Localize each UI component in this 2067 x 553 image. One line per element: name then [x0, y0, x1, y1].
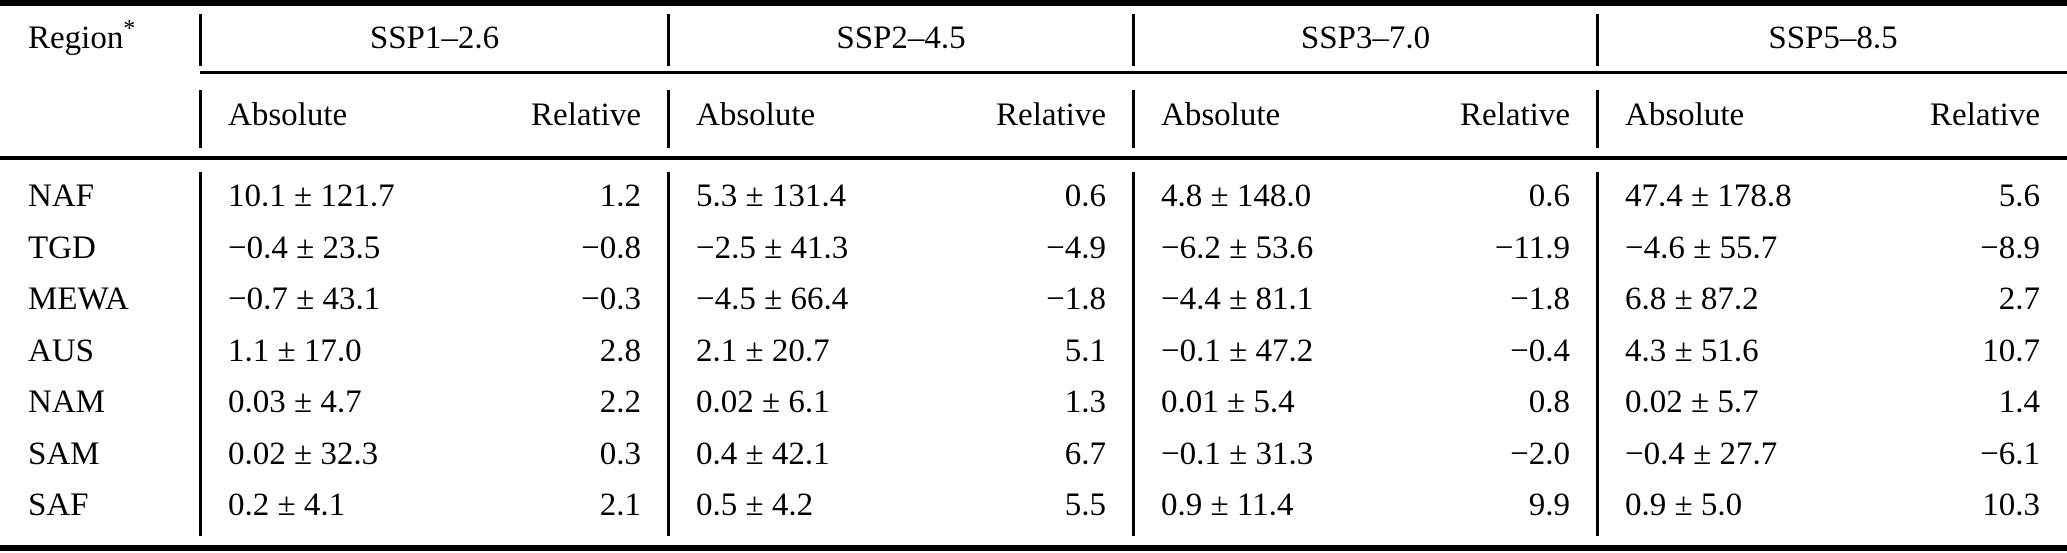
column-separator	[1132, 90, 1135, 148]
table-cell: −0.4	[1510, 333, 1570, 369]
table-cell: 10.1 ± 121.7	[228, 178, 395, 214]
table-cell: 2.1	[599, 487, 641, 523]
column-separator	[1596, 14, 1599, 66]
table-cell: −11.9	[1494, 230, 1570, 266]
table-cell: 47.4 ± 178.8	[1625, 178, 1792, 214]
table-cell: 5.5	[1064, 487, 1106, 523]
table-cell: −4.6 ± 55.7	[1625, 230, 1778, 266]
column-separator	[199, 14, 202, 66]
region-label: NAF	[28, 178, 95, 214]
table-cell: 0.02 ± 5.7	[1625, 384, 1759, 420]
table-bottom-rule	[0, 545, 2067, 551]
column-separator	[667, 14, 670, 66]
absolute-column-header: Absolute	[228, 97, 348, 133]
region-label: SAM	[28, 436, 100, 472]
table-cell: 0.02 ± 32.3	[228, 436, 379, 472]
table-cell: −6.1	[1980, 436, 2040, 472]
region-column-header: Region*	[28, 16, 135, 60]
table-cell: −0.7 ± 43.1	[228, 281, 381, 317]
table-cell: 4.8 ± 148.0	[1161, 178, 1312, 214]
table-cell: 0.01 ± 5.4	[1161, 384, 1295, 420]
scenario-header-ssp1: SSP1–2.6	[369, 20, 500, 56]
table-cell: 0.6	[1528, 178, 1570, 214]
table-cell: −1.8	[1510, 281, 1570, 317]
table-cell: 5.1	[1064, 333, 1106, 369]
table-cell: −2.0	[1510, 436, 1570, 472]
column-separator	[1132, 172, 1135, 536]
column-separator	[1132, 14, 1135, 66]
table-cell: 0.3	[599, 436, 641, 472]
table-cell: −6.2 ± 53.6	[1161, 230, 1314, 266]
table-cell: −1.8	[1046, 281, 1106, 317]
relative-column-header: Relative	[1930, 97, 2040, 133]
table-cell: 0.8	[1528, 384, 1570, 420]
relative-column-header: Relative	[996, 97, 1106, 133]
scenario-header-underline-rule	[200, 71, 2067, 74]
table-cell: −0.1 ± 31.3	[1161, 436, 1314, 472]
scenario-header-ssp2: SSP2–4.5	[836, 20, 966, 56]
table-top-rule	[0, 0, 2067, 6]
column-separator	[199, 90, 202, 148]
relative-column-header: Relative	[1460, 97, 1570, 133]
scenario-header-ssp3: SSP3–7.0	[1300, 20, 1431, 56]
table-cell: 0.2 ± 4.1	[228, 487, 346, 523]
table-cell: 5.6	[1998, 178, 2040, 214]
table-cell: 0.5 ± 4.2	[696, 487, 814, 523]
table-cell: −0.8	[581, 230, 641, 266]
table-cell: 2.7	[1998, 281, 2040, 317]
region-label: AUS	[28, 333, 95, 369]
table-cell: 2.8	[599, 333, 641, 369]
table-cell: 0.6	[1064, 178, 1106, 214]
table-cell: 2.1 ± 20.7	[696, 333, 830, 369]
region-label: TGD	[28, 230, 96, 266]
table-cell: 4.3 ± 51.6	[1625, 333, 1759, 369]
column-separator	[1596, 90, 1599, 148]
relative-column-header: Relative	[531, 97, 641, 133]
table-cell: 2.2	[599, 384, 641, 420]
table-cell: 6.7	[1064, 436, 1106, 472]
column-separator	[1596, 172, 1599, 536]
region-label: MEWA	[28, 281, 129, 317]
scenario-header-ssp5: SSP5–8.5	[1768, 20, 1898, 56]
table-cell: 10.7	[1982, 333, 2040, 369]
column-separator	[667, 90, 670, 148]
table-cell: −0.4 ± 27.7	[1625, 436, 1778, 472]
column-separator	[667, 172, 670, 536]
table-cell: −8.9	[1980, 230, 2040, 266]
table-cell: 1.3	[1064, 384, 1106, 420]
region-header-label: Region	[28, 20, 124, 56]
absolute-column-header: Absolute	[696, 97, 816, 133]
table-cell: −4.4 ± 81.1	[1161, 281, 1314, 317]
column-separator	[199, 172, 202, 536]
table-cell: −2.5 ± 41.3	[696, 230, 849, 266]
table-cell: −4.9	[1046, 230, 1106, 266]
table-cell: 6.8 ± 87.2	[1625, 281, 1759, 317]
table-cell: 0.4 ± 42.1	[696, 436, 830, 472]
table-cell: 5.3 ± 131.4	[696, 178, 847, 214]
table-cell: −0.1 ± 47.2	[1161, 333, 1314, 369]
table-cell: −4.5 ± 66.4	[696, 281, 849, 317]
table-cell: −0.3	[581, 281, 641, 317]
table-cell: 0.02 ± 6.1	[696, 384, 830, 420]
table-cell: 0.03 ± 4.7	[228, 384, 362, 420]
footnote-marker: *	[123, 16, 136, 42]
region-label: SAF	[28, 487, 89, 523]
absolute-column-header: Absolute	[1161, 97, 1281, 133]
table-cell: 0.9 ± 11.4	[1161, 487, 1294, 523]
header-body-divider-rule	[0, 156, 2067, 160]
table-cell: 1.1 ± 17.0	[228, 333, 362, 369]
table-cell: −0.4 ± 23.5	[228, 230, 381, 266]
region-label: NAM	[28, 384, 106, 420]
table-cell: 0.9 ± 5.0	[1625, 487, 1743, 523]
table-cell: 10.3	[1982, 487, 2040, 523]
table-cell: 9.9	[1528, 487, 1570, 523]
absolute-column-header: Absolute	[1625, 97, 1745, 133]
table-cell: 1.4	[1998, 384, 2040, 420]
table-cell: 1.2	[599, 178, 641, 214]
